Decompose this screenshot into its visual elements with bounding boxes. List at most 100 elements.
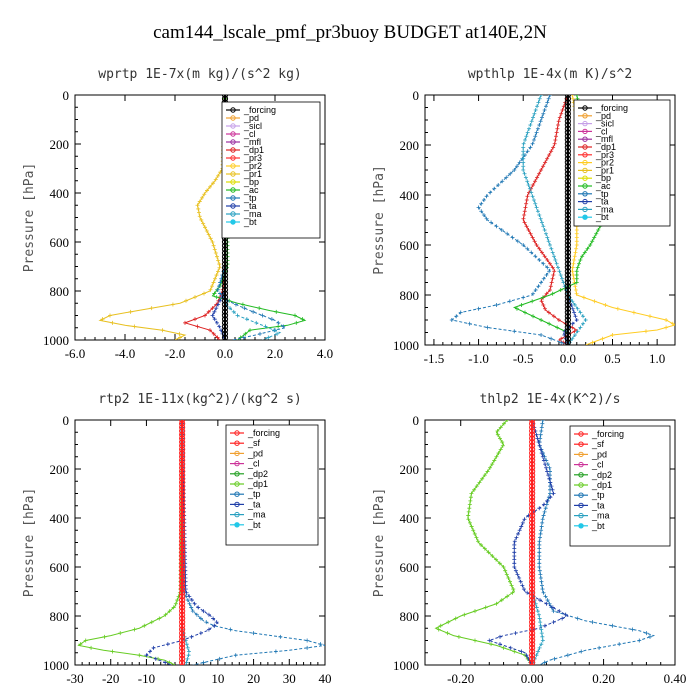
data-point: [564, 335, 571, 342]
legend-label: _forcing: [247, 428, 280, 438]
data-point: [179, 420, 186, 427]
data-point: [449, 318, 454, 322]
data-point: [193, 317, 197, 322]
data-point: [496, 451, 501, 456]
data-point: [550, 291, 555, 296]
data-point: [562, 284, 567, 289]
legend-swatch-marker: [582, 175, 588, 181]
data-point: [564, 324, 571, 331]
data-point: [248, 328, 252, 333]
data-point: [276, 324, 281, 329]
data-point: [170, 302, 175, 307]
data-point: [544, 465, 549, 470]
data-point: [495, 432, 500, 437]
data-point: [438, 623, 443, 628]
data-point: [173, 601, 178, 606]
data-point: [547, 465, 552, 470]
data-point: [202, 192, 207, 197]
data-point: [205, 188, 209, 193]
data-point: [512, 561, 517, 566]
data-point: [550, 265, 555, 270]
data-point: [530, 235, 535, 240]
data-point: [564, 140, 571, 147]
data-point: [206, 309, 211, 314]
data-point: [540, 421, 545, 426]
data-point: [555, 325, 560, 330]
data-point: [564, 110, 571, 117]
y-tick-label: 600: [400, 560, 420, 575]
data-point: [564, 294, 571, 301]
data-point: [582, 250, 587, 255]
data-point: [541, 303, 546, 307]
data-point: [523, 175, 528, 180]
data-point: [539, 642, 544, 647]
data-point: [590, 340, 595, 345]
data-point: [221, 305, 229, 312]
legend-label: _pr2: [595, 158, 614, 168]
data-point: [489, 642, 494, 647]
series-forcing: [529, 420, 536, 665]
data-point: [538, 623, 543, 628]
data-point: [276, 320, 281, 325]
data-point: [529, 530, 536, 538]
data-point: [183, 568, 188, 573]
data-point: [548, 491, 552, 496]
data-point: [504, 572, 509, 577]
data-point: [551, 314, 556, 319]
legend-swatch-marker: [230, 123, 236, 129]
data-point: [529, 593, 536, 600]
legend-swatch-marker: [234, 450, 240, 457]
data-point: [545, 156, 550, 161]
data-point: [615, 306, 620, 311]
legend-swatch-marker: [230, 171, 236, 177]
data-point: [564, 125, 571, 132]
data-point: [537, 258, 542, 262]
data-point: [179, 534, 186, 541]
data-point: [529, 626, 536, 633]
data-point: [206, 232, 211, 237]
data-point: [552, 656, 557, 661]
series-forcing: [564, 95, 571, 345]
data-point: [542, 108, 547, 112]
chart-panel-3: rtp2 1E-11x(kg^2)/(kg^2 s) Pressure [hPa]…: [22, 392, 332, 686]
data-point: [551, 145, 556, 150]
legend-label: _tp: [595, 189, 609, 199]
data-point: [529, 641, 536, 648]
data-point: [529, 424, 536, 431]
data-point: [664, 325, 669, 330]
data-point: [536, 649, 541, 654]
data-point: [535, 104, 540, 109]
data-point: [631, 310, 636, 315]
data-point: [148, 649, 152, 654]
data-point: [564, 95, 571, 99]
panel-title: wprtp 1E-7x(m kg)/(s^2 kg): [98, 67, 302, 82]
data-point: [537, 568, 542, 573]
data-point: [529, 637, 536, 644]
data-point: [617, 642, 622, 647]
data-point: [532, 111, 537, 116]
data-point: [212, 317, 217, 322]
data-point: [221, 294, 229, 301]
data-point: [517, 576, 522, 581]
data-point: [179, 519, 186, 527]
data-point: [523, 310, 527, 315]
data-point: [564, 178, 571, 185]
data-point: [664, 318, 669, 322]
data-point: [211, 181, 215, 186]
data-point: [542, 306, 547, 311]
data-point: [179, 461, 186, 468]
data-point: [529, 119, 534, 124]
data-point: [550, 605, 555, 610]
data-point: [573, 314, 578, 319]
data-point: [445, 631, 450, 636]
data-point: [482, 546, 487, 551]
data-point: [539, 220, 544, 225]
data-point: [498, 425, 503, 430]
data-point: [536, 612, 541, 617]
data-point: [581, 321, 586, 326]
data-point: [559, 336, 564, 341]
data-point: [179, 619, 186, 626]
legend-label: _bp: [595, 173, 611, 183]
data-point: [553, 138, 558, 142]
data-point: [529, 652, 536, 659]
